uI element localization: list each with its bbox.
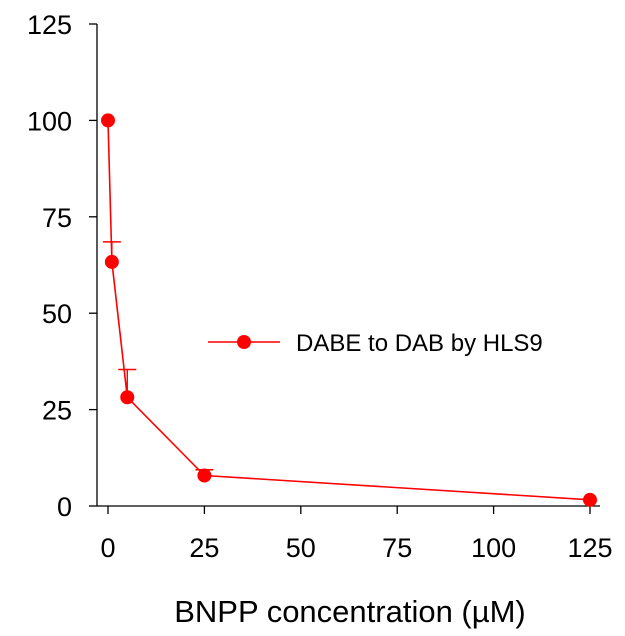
- legend-marker: [237, 335, 251, 349]
- x-tick-label: 0: [100, 533, 115, 563]
- y-tick-label: 100: [27, 106, 72, 136]
- y-axis: 0 25 50 75 100 125: [27, 10, 98, 522]
- x-tick-label: 100: [471, 533, 516, 563]
- x-axis-ticks: 0 25 50 75 100 125: [100, 506, 613, 563]
- data-point: [101, 113, 115, 128]
- plot-area: [101, 113, 597, 507]
- data-point: [104, 254, 119, 269]
- y-tick-label: 125: [27, 10, 72, 40]
- legend-series-label: DABE to DAB by HLS9: [296, 330, 543, 357]
- series-line: [107, 120, 591, 501]
- x-axis-title: BNPP concentration (µM): [174, 594, 526, 629]
- data-point: [120, 390, 135, 405]
- legend: DABE to DAB by HLS9: [208, 330, 543, 357]
- x-tick-label: 25: [189, 533, 219, 563]
- y-axis-ticks: 0 25 50 75 100 125: [27, 10, 97, 522]
- x-axis: 0 25 50 75 100 125: [97, 505, 613, 563]
- x-tick-label: 125: [567, 533, 612, 563]
- data-point: [197, 468, 212, 483]
- x-tick-label: 75: [382, 533, 412, 563]
- y-tick-label: 0: [57, 492, 72, 522]
- y-tick-label: 50: [42, 299, 72, 329]
- y-tick-label: 75: [42, 203, 72, 233]
- data-point: [583, 492, 597, 507]
- y-tick-label: 25: [42, 396, 72, 426]
- x-tick-label: 50: [286, 533, 316, 563]
